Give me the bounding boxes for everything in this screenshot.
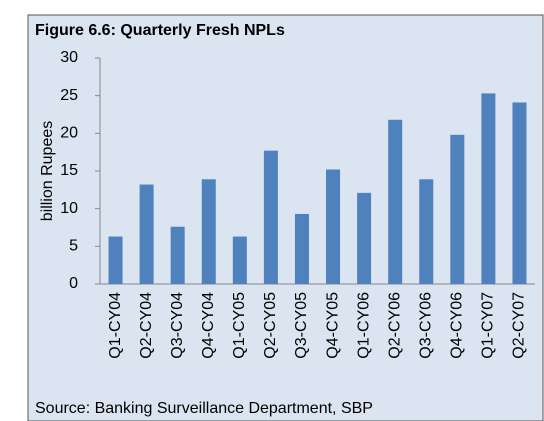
y-axis-label: billion Rupees [39,121,56,222]
bar [512,102,527,285]
x-tick-label: Q3-CY04 [169,292,186,359]
bar [201,179,216,284]
bar [481,93,496,284]
y-tick-label: 20 [60,125,78,142]
x-tick-label: Q2-CY06 [386,292,403,359]
y-tick-label: 10 [60,200,78,217]
x-tick-label: Q2-CY05 [262,292,279,359]
y-tick-label: 0 [69,275,78,292]
y-tick-label: 15 [60,162,78,179]
bar [419,179,434,284]
bar [232,236,247,284]
y-tick-label: 25 [60,87,78,104]
bar [108,236,123,284]
y-tick-label: 5 [69,238,78,255]
x-tick-label: Q1-CY04 [107,292,124,359]
x-tick-label: Q2-CY07 [511,292,528,359]
bar [326,169,341,284]
x-tick-label: Q1-CY06 [355,292,372,359]
bar [294,213,309,284]
x-tick-label: Q4-CY04 [200,292,217,359]
chart-background [27,14,544,421]
chart-title: Figure 6.6: Quarterly Fresh NPLs [35,22,285,39]
bar [450,134,465,284]
x-tick-label: Q3-CY06 [417,292,434,359]
y-tick-label: 30 [60,49,78,66]
x-tick-label: Q2-CY04 [138,292,155,359]
bar [139,184,154,284]
x-tick-label: Q3-CY05 [293,292,310,359]
x-tick-label: Q4-CY05 [324,292,341,359]
x-tick-label: Q4-CY06 [449,292,466,359]
bar [263,150,278,284]
source-note: Source: Banking Surveillance Department,… [35,400,373,417]
bar [357,192,372,284]
bar [388,119,403,284]
bar [170,226,185,284]
x-tick-label: Q1-CY05 [231,292,248,359]
x-tick-label: Q1-CY07 [480,292,497,359]
